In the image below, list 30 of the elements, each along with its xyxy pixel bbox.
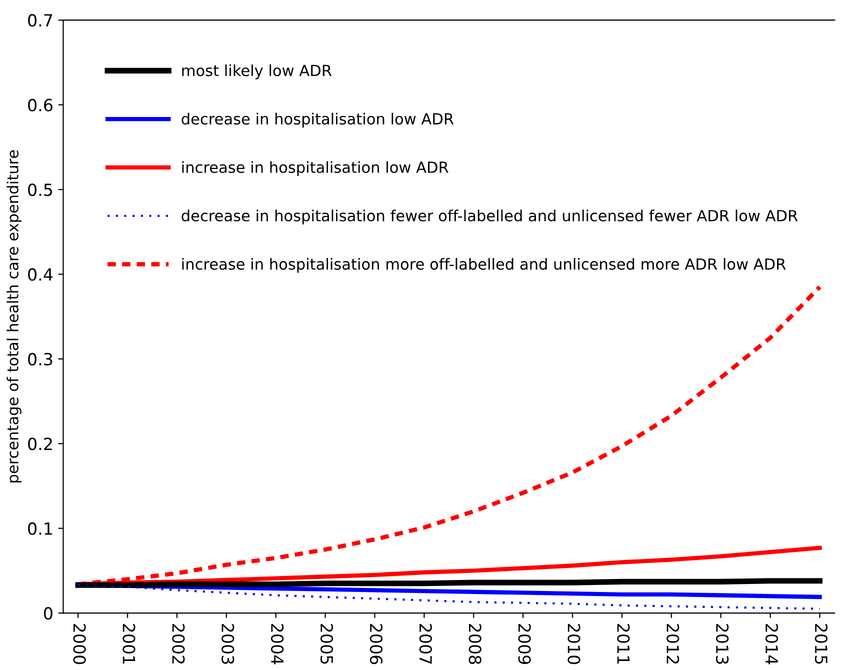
x-tick-label: 2003 [222,624,234,664]
x-tick-label: 2010 [568,624,580,664]
legend-label: increase in hospitalisation low ADR [182,161,448,176]
legend-label: most likely low ADR [182,64,332,80]
legend-label: increase in hospitalisation more off-labelled and unlicensed more ADR low ADR [182,258,786,273]
x-tick-label: 2012 [666,624,680,664]
x-tick-label: 2005 [320,624,334,664]
y-tick-label: 0.6 [28,98,52,112]
x-tick-label: 2000 [73,624,86,664]
x-tick-label: 2008 [468,624,482,664]
x-tick-label: 2002 [172,624,185,664]
x-tick-label: 2011 [617,624,630,664]
x-tick-label: 2001 [122,624,136,664]
x-tick-label: 2014 [765,624,778,664]
y-tick-label: 0.3 [28,352,52,366]
x-tick-label: 2015 [814,624,828,664]
x-tick-label: 2013 [716,624,729,664]
y-tick-label: 0.4 [28,268,53,281]
x-tick-label: 2007 [419,624,432,664]
x-tick-label: 2004 [271,624,284,664]
x-tick-label: 2009 [518,624,531,664]
y-axis-title: percentage of total health care expenditure [6,150,22,482]
y-tick-label: 0.7 [28,14,52,27]
legend-label: decrease in hospitalisation fewer off-labelled and unlicensed fewer ADR low ADR [182,210,798,224]
y-tick-label: 0.5 [28,183,52,196]
legend-label: decrease in hospitalisation low ADR [182,112,454,128]
y-tick-label: 0.2 [28,438,52,450]
y-tick-label: 0 [44,607,52,620]
x-tick-label: 2006 [370,624,382,664]
y-tick-label: 0.1 [28,522,52,535]
